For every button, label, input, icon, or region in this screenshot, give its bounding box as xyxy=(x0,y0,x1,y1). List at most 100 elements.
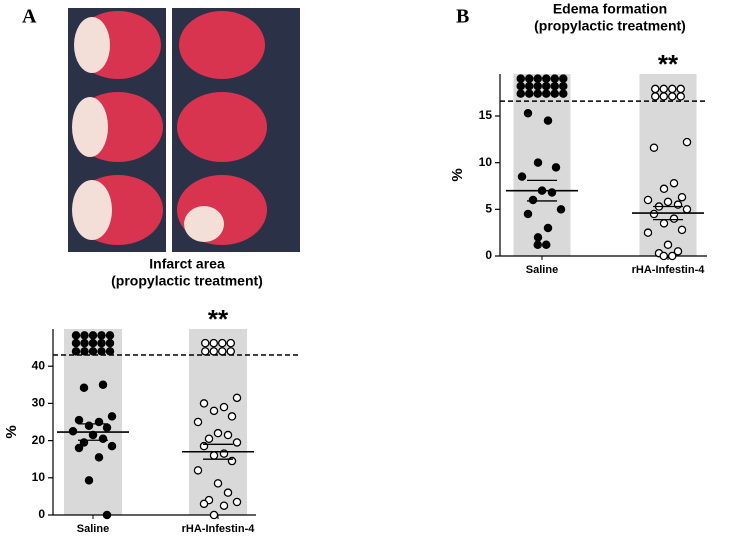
data-point xyxy=(97,347,106,356)
data-point xyxy=(533,158,543,167)
data-point xyxy=(556,205,566,214)
data-point xyxy=(74,415,84,425)
brain-photo xyxy=(68,8,300,252)
data-point xyxy=(232,497,242,507)
data-point xyxy=(80,338,89,348)
data-point xyxy=(533,240,543,250)
data-point xyxy=(223,488,233,497)
data-point xyxy=(84,476,94,485)
data-point xyxy=(98,434,108,443)
x-tick-label: Saline xyxy=(526,264,558,276)
data-point xyxy=(668,251,677,261)
data-point xyxy=(232,438,242,447)
data-point xyxy=(71,338,81,348)
data-point xyxy=(523,108,533,118)
data-point xyxy=(550,89,560,98)
y-tick-label: 5 xyxy=(485,202,492,216)
data-point xyxy=(533,89,543,98)
data-point xyxy=(651,92,660,101)
data-point xyxy=(102,423,112,432)
data-point xyxy=(88,338,98,348)
data-point xyxy=(516,81,526,91)
data-point xyxy=(525,74,534,83)
data-point xyxy=(71,347,81,356)
data-point xyxy=(97,331,106,340)
data-point xyxy=(673,247,683,256)
y-axis-label: % xyxy=(449,168,466,181)
data-point xyxy=(213,479,223,488)
data-point xyxy=(516,74,526,83)
data-point xyxy=(223,430,233,440)
data-point xyxy=(673,200,683,209)
chart-title: Edema formation xyxy=(553,1,667,17)
data-point xyxy=(543,116,553,125)
chart-title: Infarct area xyxy=(149,256,225,272)
significance: ** xyxy=(208,304,229,334)
data-point xyxy=(209,347,218,356)
data-point xyxy=(559,81,568,91)
data-point xyxy=(217,347,227,356)
data-point xyxy=(542,74,551,83)
data-point xyxy=(516,89,526,98)
chart-title: (propylactic treatment) xyxy=(111,273,263,289)
y-tick-label: 0 xyxy=(485,248,492,262)
data-point xyxy=(676,84,686,94)
data-point xyxy=(193,466,203,475)
data-point xyxy=(219,501,229,510)
data-point xyxy=(550,74,560,83)
data-point xyxy=(559,89,568,98)
data-point xyxy=(677,192,687,202)
data-point xyxy=(550,81,560,91)
data-point xyxy=(559,74,568,83)
data-point xyxy=(525,81,534,91)
data-point xyxy=(676,92,686,101)
group-background xyxy=(513,74,571,256)
panel-label: A xyxy=(22,6,37,28)
data-point xyxy=(105,331,115,340)
y-tick-label: 15 xyxy=(479,108,493,122)
data-point xyxy=(663,240,673,250)
data-point xyxy=(649,209,659,219)
data-point xyxy=(533,81,543,91)
data-point xyxy=(219,402,229,412)
data-point xyxy=(232,393,242,403)
y-tick-label: 10 xyxy=(32,470,46,484)
data-point xyxy=(682,137,692,147)
data-point xyxy=(226,347,235,356)
significance: ** xyxy=(658,49,679,79)
group-background xyxy=(639,74,697,256)
data-point xyxy=(668,84,677,94)
data-point xyxy=(517,172,527,181)
data-point xyxy=(651,84,660,94)
x-tick-label: rHA-Infestin-4 xyxy=(632,264,706,276)
data-point xyxy=(80,331,89,340)
data-point xyxy=(199,441,209,451)
data-point xyxy=(80,347,89,356)
data-point xyxy=(542,81,551,91)
data-point xyxy=(649,143,659,152)
data-point xyxy=(227,412,237,421)
data-point xyxy=(209,451,219,460)
data-point xyxy=(107,412,117,421)
data-point xyxy=(74,443,84,453)
data-point xyxy=(94,417,104,427)
data-point xyxy=(659,84,669,94)
data-point xyxy=(88,331,98,340)
data-point xyxy=(209,338,218,348)
y-tick-label: 20 xyxy=(32,433,46,447)
data-point xyxy=(523,209,533,219)
y-axis-label: % xyxy=(3,425,20,438)
x-tick-label: Saline xyxy=(77,523,109,535)
y-tick-label: 0 xyxy=(38,507,45,521)
data-point xyxy=(227,456,237,466)
data-point xyxy=(102,510,112,520)
data-point xyxy=(98,380,108,390)
data-point xyxy=(105,347,115,356)
data-point xyxy=(226,338,235,348)
data-point xyxy=(217,338,227,348)
data-point xyxy=(200,347,210,356)
data-point xyxy=(542,89,551,98)
data-point xyxy=(200,338,210,348)
y-tick-label: 10 xyxy=(479,155,493,169)
